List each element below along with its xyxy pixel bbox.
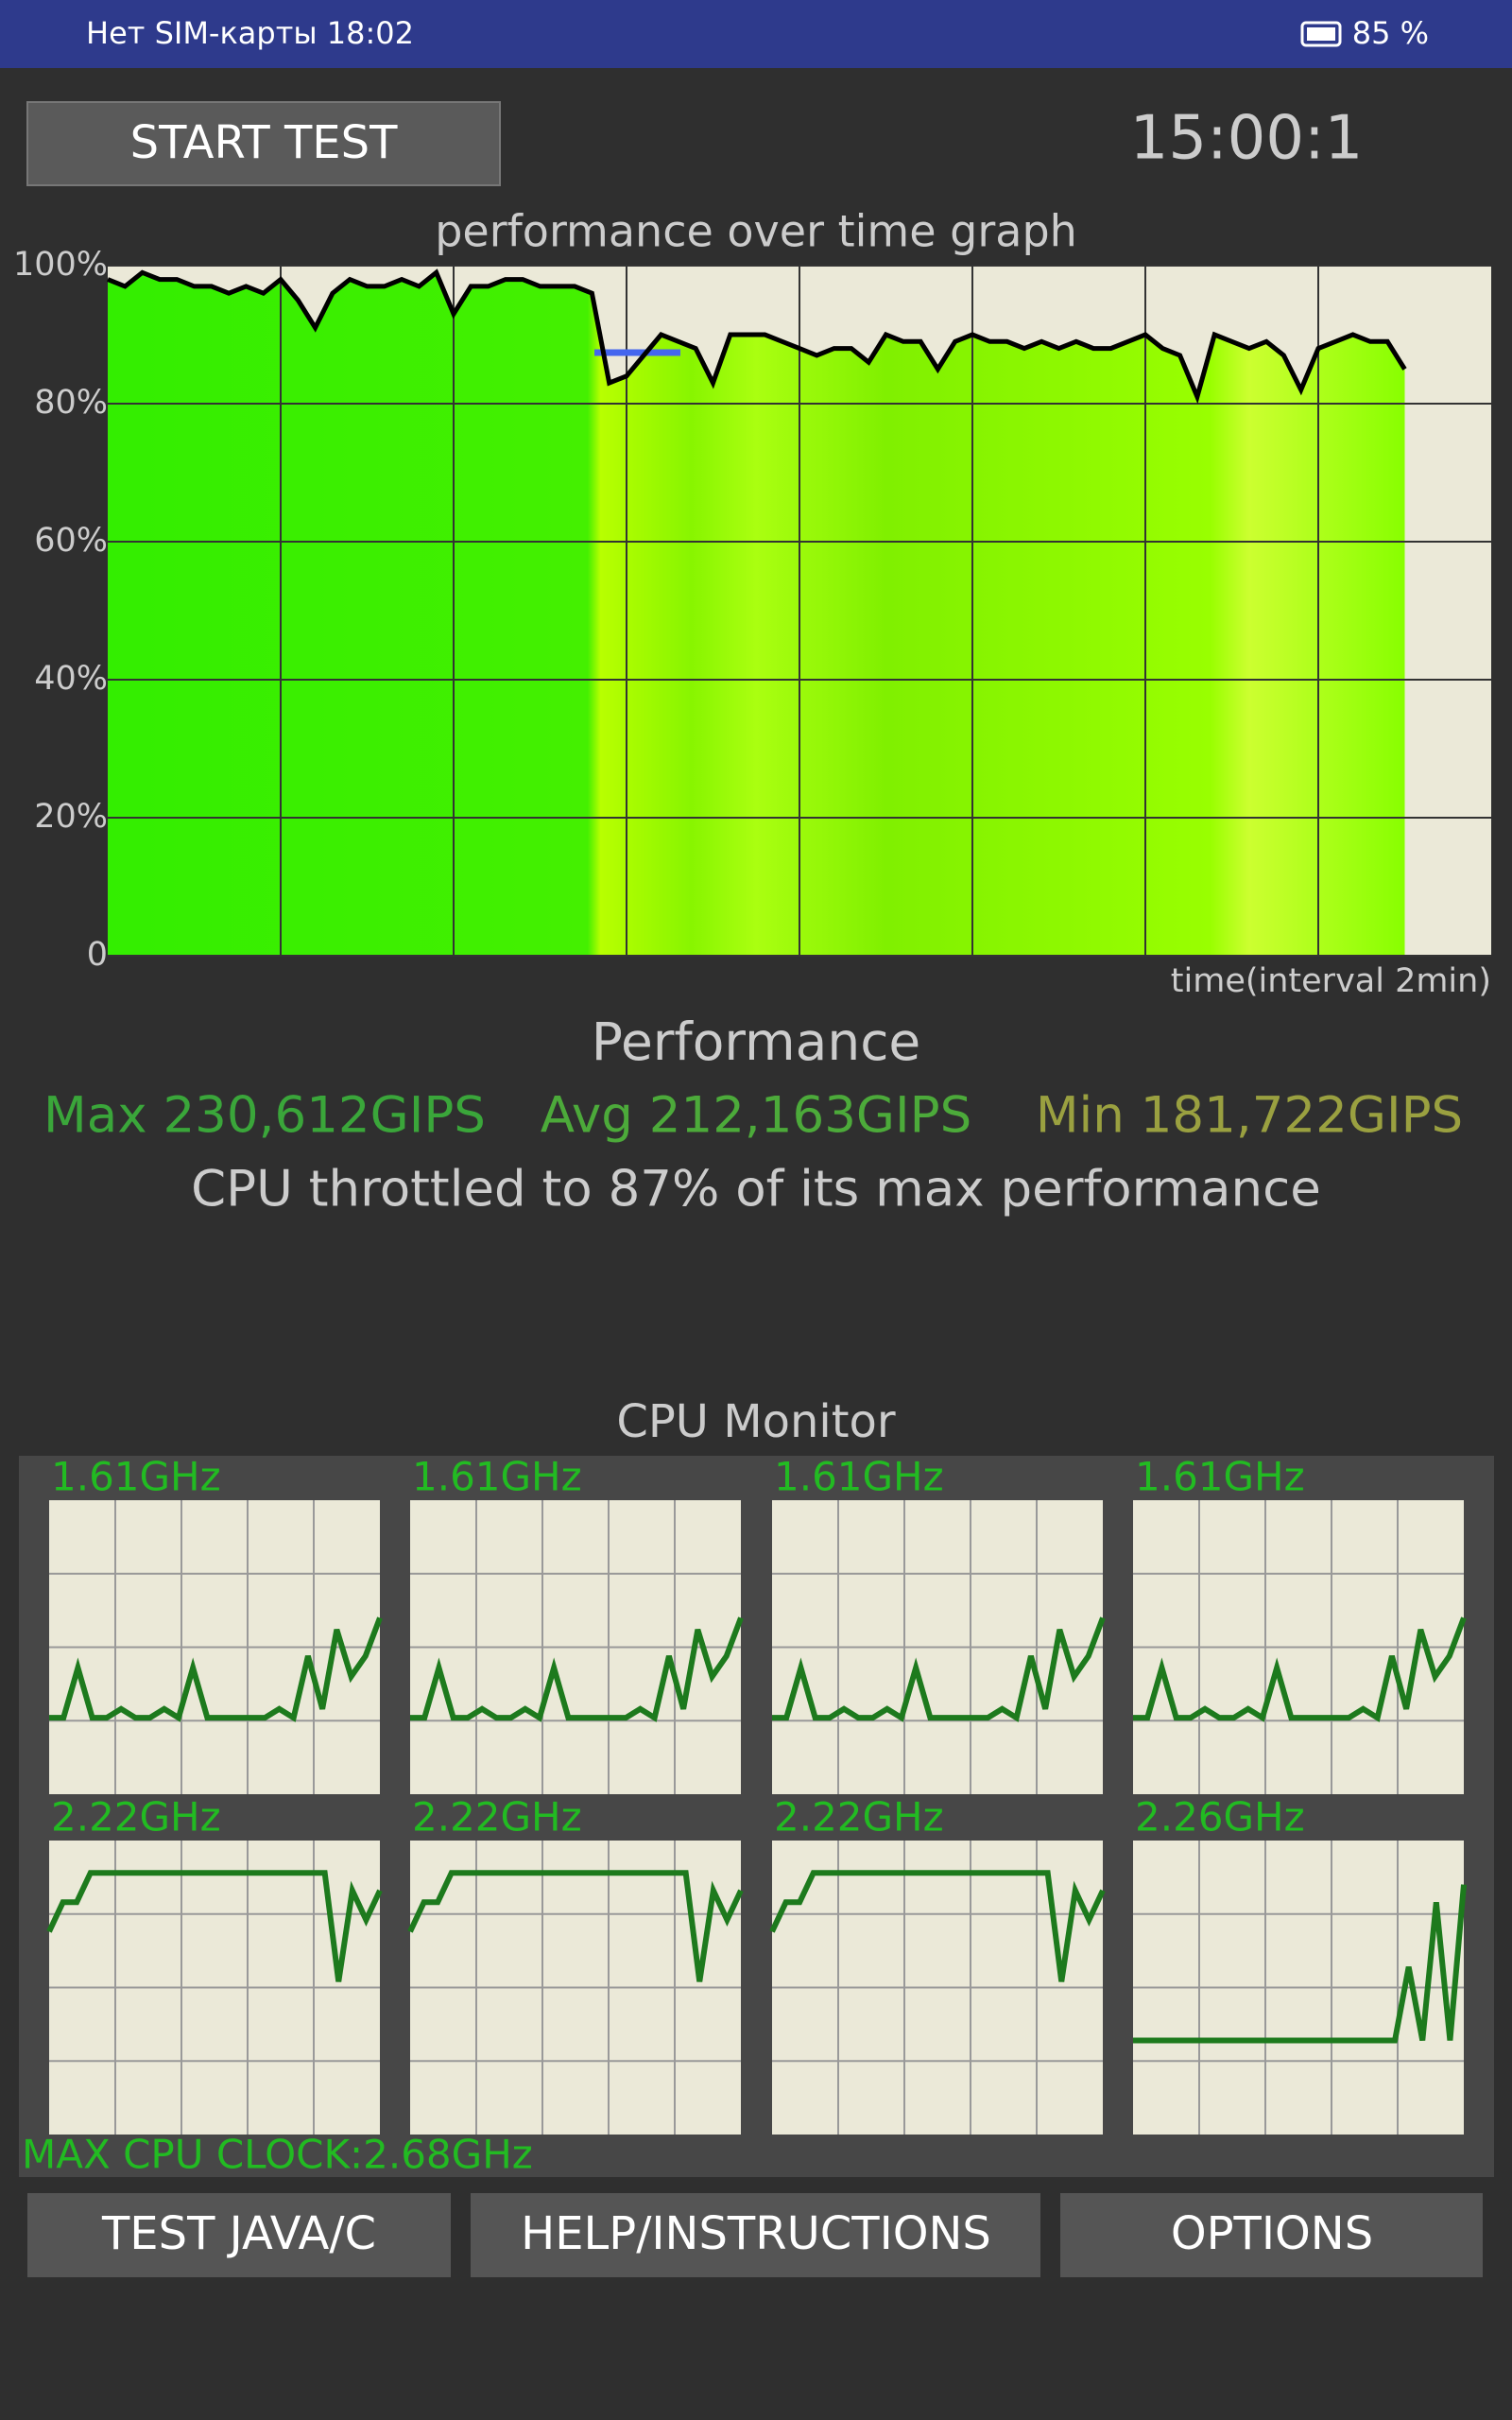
status-text: Нет SIM-карты 18:02 (86, 15, 414, 51)
core-frequency: 2.26GHz (1135, 1794, 1305, 1841)
core-frequency: 1.61GHz (412, 1454, 582, 1500)
max-cpu-clock: MAX CPU CLOCK:2.68GHz (22, 2132, 533, 2178)
y-tick-label: 20% (34, 798, 108, 836)
core-line (407, 1870, 744, 1982)
y-tick-label: 40% (34, 660, 108, 698)
battery-level (1307, 27, 1335, 41)
core-frequency: 1.61GHz (774, 1454, 944, 1500)
max-stat: Max 230,612GIPS (43, 1087, 486, 1145)
core-frequency: 2.22GHz (774, 1794, 944, 1841)
y-tick-label: 100% (13, 246, 108, 284)
cpu-monitor-title: CPU Monitor (616, 1395, 896, 1448)
x-axis-label: time(interval 2min) (1171, 962, 1491, 1000)
core-frequency: 2.22GHz (412, 1794, 582, 1841)
timer: 15:00:1 (1130, 104, 1364, 174)
throttle-text: CPU throttled to 87% of its max performa… (191, 1161, 1321, 1219)
performance-area (108, 272, 1405, 956)
core-line (1133, 1616, 1467, 1722)
core-line (769, 1870, 1106, 1982)
y-tick-label: 60% (34, 522, 108, 560)
chart-title: performance over time graph (435, 206, 1077, 257)
core-line (46, 1870, 383, 1982)
battery-text: 85 % (1352, 15, 1429, 51)
core-line (49, 1616, 383, 1722)
y-tick-label: 80% (34, 384, 108, 422)
min-stat: Min 181,722GIPS (1036, 1087, 1463, 1145)
core-frequency: 1.61GHz (51, 1454, 221, 1500)
performance-title: Performance (592, 1011, 921, 1072)
help-button[interactable] (471, 2193, 1040, 2277)
core-frequency: 2.22GHz (51, 1794, 221, 1841)
core-line (772, 1616, 1106, 1722)
test-button[interactable] (27, 2193, 451, 2277)
y-tick-label: 0 (87, 936, 108, 974)
avg-stat: Avg 212,163GIPS (541, 1087, 971, 1145)
core-line (410, 1616, 744, 1722)
battery-icon (1300, 21, 1342, 47)
performance-line (107, 268, 1407, 405)
start-button-label: START TEST (130, 116, 398, 169)
start-button[interactable] (26, 101, 501, 186)
options-button[interactable] (1060, 2193, 1483, 2277)
button-label: HELP/INSTRUCTIONS (521, 2207, 991, 2260)
core-line (1133, 1884, 1467, 2044)
core-frequency: 1.61GHz (1135, 1454, 1305, 1500)
button-label: OPTIONS (1171, 2207, 1373, 2260)
status-bar (0, 0, 1512, 68)
button-label: TEST JAVA/C (101, 2207, 376, 2260)
